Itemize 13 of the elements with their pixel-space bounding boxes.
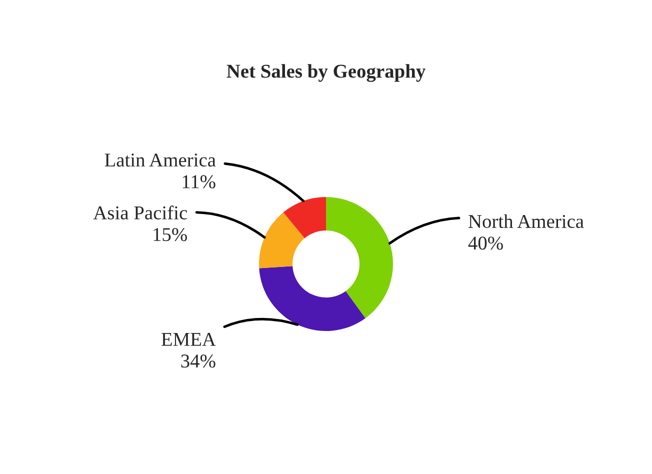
data-label: 34% <box>181 354 216 368</box>
slice-label: Latin America <box>104 154 216 167</box>
data-label: 15% <box>154 228 187 242</box>
donut-slice <box>326 197 393 318</box>
data-label: 11% <box>182 175 216 188</box>
slice-label: North America <box>468 214 584 228</box>
donut-slice <box>259 266 366 331</box>
chart-title: Net Sales by Geography <box>226 64 426 82</box>
donut-slice <box>283 197 326 238</box>
data-label: 40% <box>468 236 503 250</box>
slice-label: Asia Pacific <box>93 206 188 220</box>
donut-slice <box>259 212 305 268</box>
slice-label: EMEA <box>161 332 216 346</box>
